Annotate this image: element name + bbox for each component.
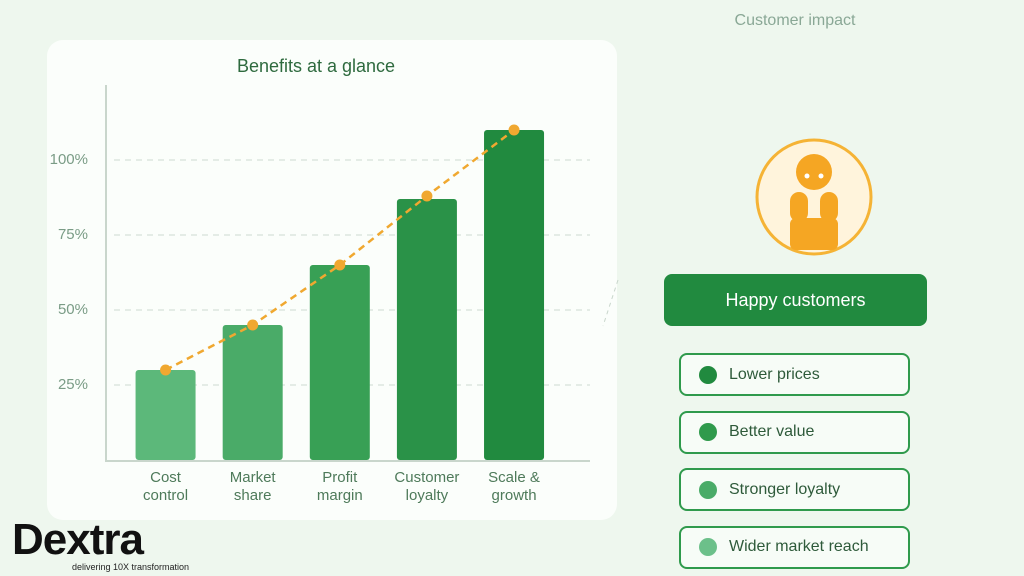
list-text: Lower prices: [729, 365, 820, 383]
x-tick-label: Profit margin: [316, 469, 363, 504]
x-tick-label: Scale & growth: [488, 469, 540, 504]
list-dot: [699, 538, 717, 556]
list-item: Lower prices: [679, 353, 910, 396]
list-text: Wider market reach: [729, 538, 869, 555]
chart-title: Benefits at a glance: [237, 56, 395, 76]
bar: [309, 265, 370, 460]
plot: 25% 50% 75% 100%: [50, 124, 590, 460]
list-dot: [699, 423, 717, 441]
x-tick-label: Cost control: [143, 469, 189, 504]
list-item: Wider market reach: [679, 525, 910, 569]
section-header: Customer impact: [734, 12, 856, 29]
trend-point: [508, 124, 520, 136]
list-item: Better value: [679, 410, 910, 454]
icon-body: [790, 218, 838, 250]
icon-arm: [790, 192, 808, 222]
x-tick-label: Market share: [229, 469, 276, 504]
x-tick-label: Customer loyalty: [394, 469, 460, 504]
list-text: Stronger loyalty: [729, 480, 841, 498]
list-dot: [699, 365, 717, 384]
y-tick-label: 50%: [58, 301, 88, 318]
y-tick-label: 75%: [58, 226, 88, 243]
logo: Dextra: [12, 515, 144, 564]
icon-head: [796, 154, 832, 190]
hero-card: Happy customers: [664, 274, 927, 326]
trend-line: [164, 129, 515, 372]
icon-eye: [804, 173, 810, 179]
trend-point: [421, 190, 433, 202]
list-text: Better value: [729, 423, 815, 440]
list-item: Stronger loyalty: [679, 468, 910, 511]
bar: [135, 370, 196, 460]
trend-point: [160, 364, 172, 376]
trend-point: [247, 319, 259, 331]
customer-icon: [755, 138, 873, 256]
list-dot: [699, 480, 717, 499]
bar: [222, 325, 283, 460]
bar: [484, 130, 545, 460]
logo-tagline: delivering 10X transformation: [72, 562, 190, 572]
icon-eye: [818, 173, 824, 179]
connector: [602, 279, 619, 327]
y-tick-label: 100%: [50, 151, 88, 168]
bar: [396, 199, 457, 460]
icon-arm: [820, 192, 838, 222]
trend-point: [334, 259, 346, 271]
y-tick-label: 25%: [58, 376, 88, 393]
